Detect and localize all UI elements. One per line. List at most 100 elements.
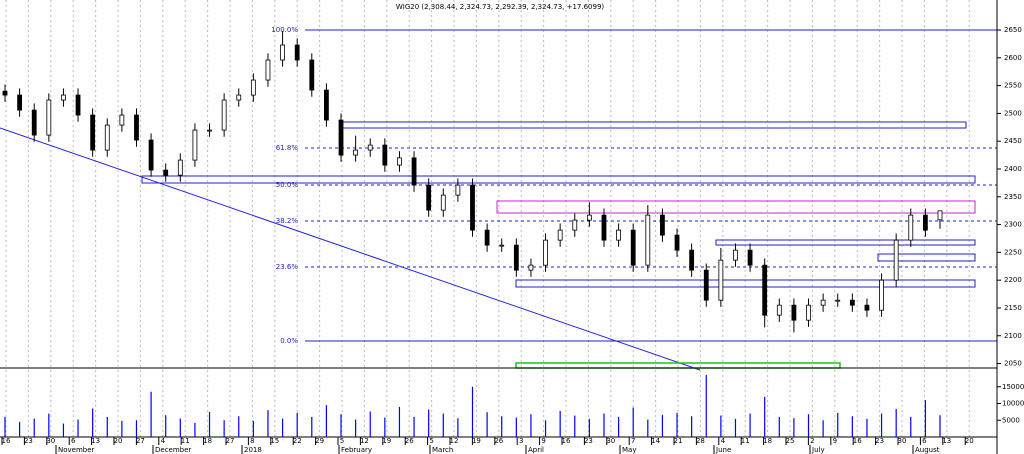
candle-body — [280, 44, 285, 61]
month-label: February — [341, 446, 372, 454]
y-tick-label: 2250 — [1004, 248, 1022, 256]
candle-body — [17, 94, 23, 111]
candle-body — [31, 109, 37, 136]
x-tick-label: 21 — [674, 437, 683, 445]
x-tick-label: 23 — [584, 437, 593, 445]
x-tick-label: 30 — [898, 437, 907, 445]
candle-body — [601, 214, 607, 241]
candle-body — [309, 59, 315, 91]
candle-body — [689, 249, 695, 271]
candle-body — [557, 229, 563, 241]
y-tick-label: 15000 — [1002, 383, 1024, 391]
y-tick-label: 2450 — [1004, 137, 1022, 145]
candle-body — [250, 79, 256, 96]
candle-body — [747, 249, 753, 266]
x-tick-label: 12 — [360, 437, 369, 445]
x-tick-label: 20 — [965, 437, 974, 445]
x-tick-label: 30 — [46, 437, 55, 445]
trend-line — [0, 127, 701, 371]
candle-body — [353, 149, 359, 156]
candle-body — [46, 99, 52, 136]
y-tick-label: 2650 — [1004, 26, 1022, 34]
y-tick-label: 2100 — [1004, 332, 1022, 340]
x-tick-label: 27 — [226, 437, 235, 445]
month-label: December — [155, 446, 191, 454]
zone — [496, 200, 976, 214]
x-tick-label: 13 — [942, 437, 951, 445]
x-tick-label: 28 — [696, 437, 705, 445]
candle-body — [674, 234, 680, 251]
candle-body — [90, 114, 96, 151]
y-tick-label: 5000 — [1002, 416, 1020, 424]
x-tick-label: 16 — [562, 437, 571, 445]
x-tick-label: 22 — [293, 437, 302, 445]
y-tick-label: 2350 — [1004, 193, 1022, 201]
x-tick-label: 5 — [429, 437, 433, 445]
fib-label: 38.2% — [276, 217, 299, 225]
candle-body — [207, 129, 212, 132]
x-tick-label: 11 — [741, 437, 750, 445]
x-tick-label: 19 — [382, 437, 391, 445]
x-tick-label: 12 — [450, 437, 459, 445]
candle-body — [148, 139, 154, 171]
candle-body — [616, 229, 621, 241]
x-tick-label: 19 — [472, 437, 481, 445]
candle-body — [294, 44, 300, 61]
candle-body — [528, 264, 534, 271]
chart-title: WIG20 (2,308.44, 2,324.73, 2,292.39, 2,3… — [396, 3, 605, 11]
fib-label: 100.0% — [271, 26, 298, 34]
zone — [877, 253, 976, 262]
candle-body — [338, 119, 344, 156]
month-label: May — [622, 446, 636, 454]
x-tick-label: 5 — [340, 437, 344, 445]
candle-body — [820, 299, 826, 306]
x-tick-label: 18 — [203, 437, 212, 445]
candle-body — [134, 114, 139, 141]
month-label: July — [811, 446, 825, 454]
fib-label: 61.8% — [276, 144, 299, 152]
candle-body — [236, 94, 242, 101]
x-tick-label: 13 — [91, 437, 100, 445]
x-tick-label: 6 — [71, 437, 76, 445]
x-tick-label: 27 — [136, 437, 145, 445]
candle-body — [2, 90, 8, 96]
candle-body — [703, 269, 709, 301]
y-tick-label: 10000 — [1002, 400, 1024, 408]
candle-body — [835, 299, 841, 302]
x-tick-label: 20 — [114, 437, 123, 445]
candle-body — [660, 214, 665, 236]
x-tick-label: 2 — [810, 437, 814, 445]
candle-body — [879, 279, 884, 311]
y-tick-label: 2550 — [1004, 82, 1022, 90]
candle-body — [806, 304, 811, 321]
candle-body — [849, 299, 855, 306]
x-tick-label: 26 — [405, 437, 414, 445]
x-tick-label: 15 — [270, 437, 279, 445]
fib-label: 0.0% — [280, 337, 298, 345]
zone — [715, 239, 976, 246]
candle-body — [177, 159, 183, 176]
y-tick-label: 2500 — [1004, 109, 1022, 117]
candle-body — [455, 184, 461, 196]
y-tick-label: 2300 — [1004, 221, 1022, 229]
fib-label: 50.0% — [276, 181, 299, 189]
month-label: 2018 — [244, 446, 262, 454]
candle-body — [192, 129, 198, 161]
x-tick-label: 3 — [519, 437, 523, 445]
candle-body — [104, 124, 110, 151]
candle-body — [733, 249, 738, 261]
x-tick-label: 7 — [631, 437, 635, 445]
x-tick-label: 25 — [786, 437, 795, 445]
x-tick-label: 9 — [541, 437, 545, 445]
candle-body — [718, 259, 724, 301]
candle-body — [586, 214, 592, 221]
zone — [141, 175, 976, 184]
candle-body — [382, 144, 388, 166]
x-tick-label: 16 — [853, 437, 862, 445]
candle-body — [908, 214, 914, 241]
candle-body — [513, 244, 519, 271]
x-tick-label: 16 — [2, 437, 11, 445]
x-tick-label: 8 — [250, 437, 254, 445]
x-tick-label: 29 — [315, 437, 324, 445]
